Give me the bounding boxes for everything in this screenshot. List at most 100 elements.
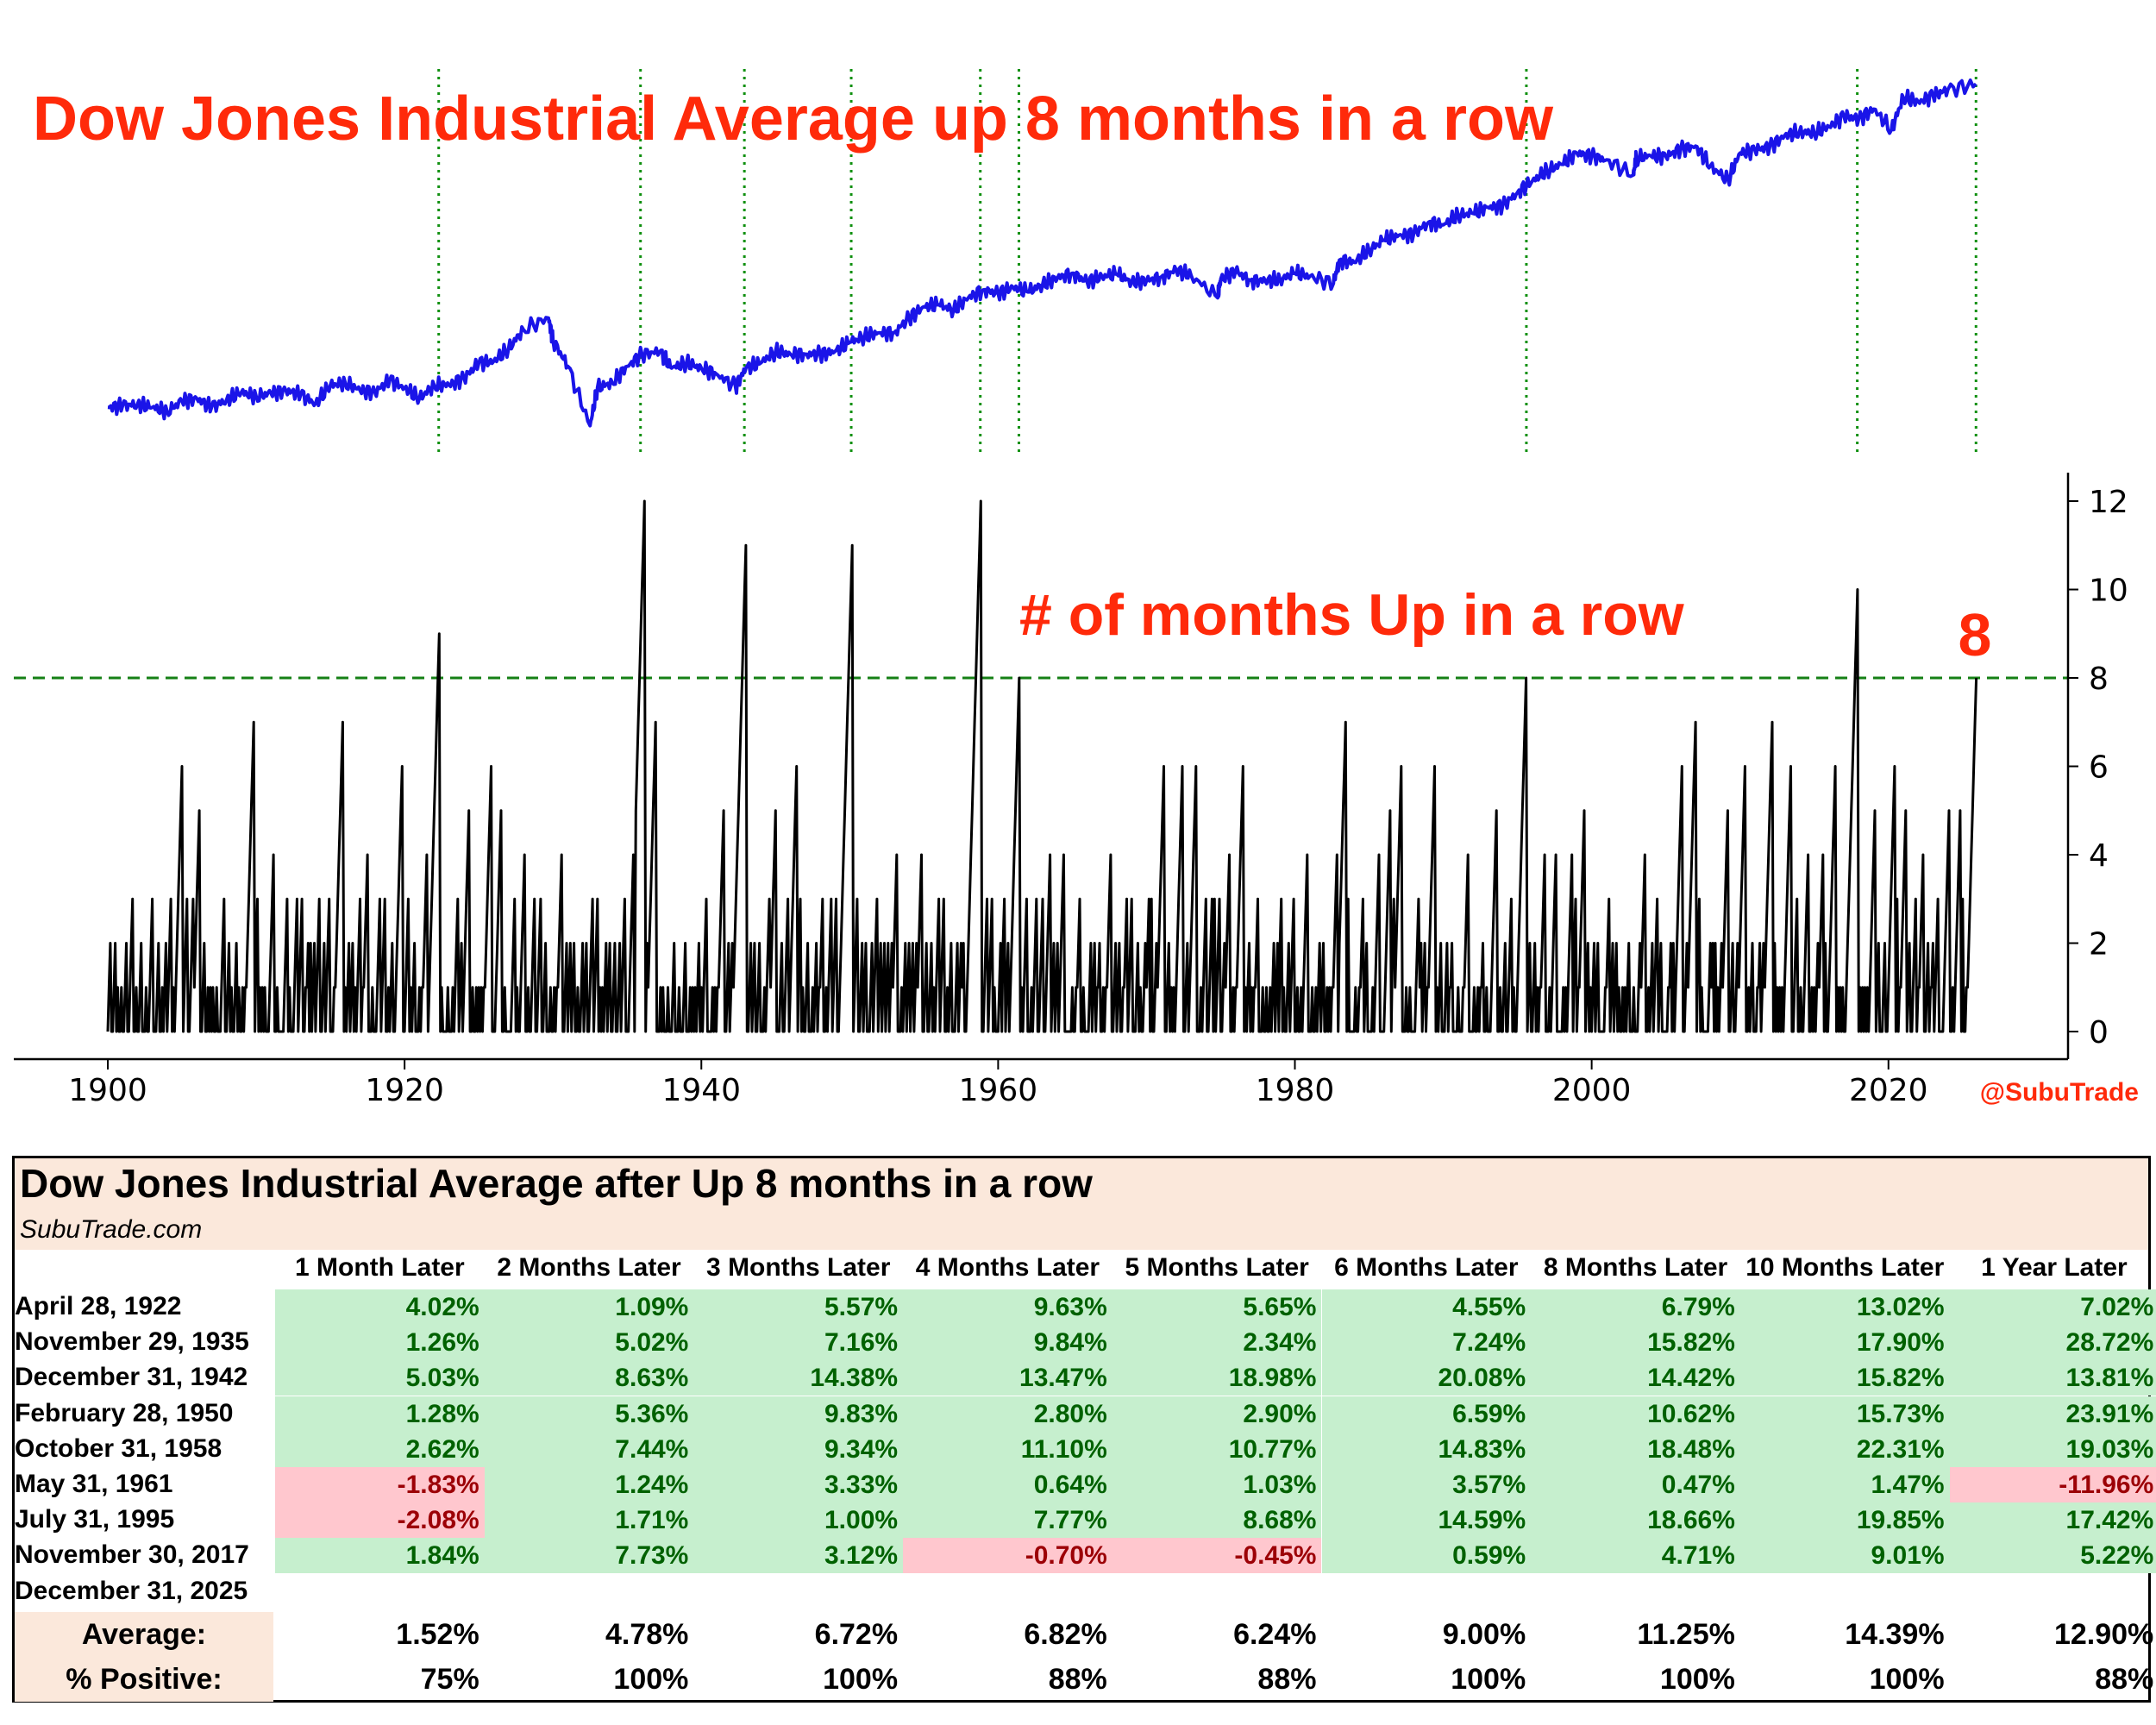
summary-cell-0-2: 6.72% (814, 1618, 899, 1651)
row-date-0: April 28, 1922 (15, 1292, 182, 1320)
row-date-7: November 30, 2017 (15, 1540, 249, 1570)
col-header-5: 6 Months Later (1334, 1253, 1519, 1282)
cell-1-1: 5.02% (484, 1325, 694, 1361)
cell-6-2: 1.00% (693, 1502, 904, 1539)
y-tick-label-0: 0 (2089, 1015, 2109, 1051)
cell-6-1: 1.71% (484, 1502, 694, 1539)
summary-cell-0-6: 11.25% (1637, 1618, 1735, 1651)
summary-cell-0-7: 14.39% (1845, 1618, 1945, 1651)
summary-cell-1-7: 100% (1869, 1663, 1945, 1696)
cell-7-6: 4.71% (1531, 1538, 1740, 1574)
y-tick-label-2: 2 (2089, 927, 2109, 963)
cell-3-8: 23.91% (1949, 1396, 2156, 1432)
cell-2-7: 15.82% (1739, 1360, 1950, 1396)
djia-price-line (107, 78, 1977, 428)
row-date-8: December 31, 2025 (15, 1576, 248, 1605)
summary-cell-0-0: 1.52% (396, 1618, 479, 1651)
cell-6-4: 8.68% (1112, 1502, 1322, 1539)
row-date-6: July 31, 1995 (15, 1505, 175, 1534)
x-tick-label-1960: 1960 (959, 1073, 1038, 1108)
cell-0-1: 1.09% (484, 1289, 694, 1325)
cell-4-3: 11.10% (903, 1431, 1112, 1467)
cell-0-6: 6.79% (1531, 1289, 1740, 1325)
cell-5-4: 1.03% (1112, 1467, 1322, 1502)
summary-cell-0-4: 6.24% (1233, 1618, 1317, 1651)
cell-1-7: 17.90% (1739, 1325, 1950, 1361)
col-header-3: 4 Months Later (915, 1253, 1100, 1282)
cell-6-6: 18.66% (1531, 1502, 1740, 1539)
summary-label-1: % Positive: (15, 1657, 273, 1702)
cell-2-3: 13.47% (903, 1360, 1112, 1396)
summary-cell-0-5: 9.00% (1442, 1618, 1526, 1651)
cell-3-0: 1.28% (275, 1396, 485, 1432)
cell-6-3: 7.77% (903, 1502, 1112, 1539)
cell-6-0: -2.08% (275, 1502, 485, 1539)
cell-5-7: 1.47% (1739, 1467, 1950, 1502)
cell-1-4: 2.34% (1112, 1325, 1322, 1361)
summary-cell-1-2: 100% (823, 1663, 899, 1696)
x-axis-ticks: 1900 1920 1940 1960 1980 2000 2020 (68, 1059, 1928, 1108)
x-tick-label-1900: 1900 (68, 1073, 147, 1108)
table-title: Dow Jones Industrial Average after Up 8 … (20, 1161, 1093, 1206)
cell-7-8: 5.22% (1949, 1538, 2156, 1574)
cell-6-5: 14.59% (1321, 1502, 1532, 1539)
cell-1-6: 15.82% (1531, 1325, 1740, 1361)
cell-4-2: 9.34% (693, 1431, 904, 1467)
cell-5-8: -11.96% (1949, 1467, 2156, 1502)
cell-2-2: 14.38% (693, 1360, 904, 1396)
cell-1-0: 1.26% (275, 1325, 485, 1361)
row-date-4: October 31, 1958 (15, 1433, 222, 1463)
y-tick-label-6: 6 (2089, 750, 2109, 786)
summary-cell-1-6: 100% (1659, 1663, 1735, 1696)
summary-cell-1-1: 100% (613, 1663, 689, 1696)
table-subtitle: SubuTrade.com (20, 1215, 203, 1244)
summary-label-0: Average: (15, 1612, 273, 1657)
row-date-3: February 28, 1950 (15, 1398, 234, 1427)
x-tick-label-2000: 2000 (1552, 1073, 1632, 1108)
summary-cell-1-4: 88% (1257, 1663, 1317, 1696)
x-tick-label-2020: 2020 (1849, 1073, 1928, 1108)
x-tick-label-1920: 1920 (365, 1073, 444, 1108)
summary-cell-1-8: 88% (2095, 1663, 2154, 1696)
cell-7-3: -0.70% (903, 1538, 1112, 1574)
cell-3-3: 2.80% (903, 1396, 1112, 1432)
col-header-8: 1 Year Later (1981, 1253, 2128, 1282)
cell-6-7: 19.85% (1739, 1502, 1950, 1539)
cell-0-7: 13.02% (1739, 1289, 1950, 1325)
cell-4-6: 18.48% (1531, 1431, 1740, 1467)
cell-2-0: 5.03% (275, 1360, 485, 1396)
cell-1-3: 9.84% (903, 1325, 1112, 1361)
cell-5-0: -1.83% (275, 1467, 485, 1502)
cell-4-4: 10.77% (1112, 1431, 1322, 1467)
y-axis-ticks: 0 2 4 6 8 10 12 (2068, 485, 2128, 1051)
row-date-5: May 31, 1961 (15, 1470, 173, 1498)
streak-count-line (106, 499, 1978, 1033)
price-chart-title: Dow Jones Industrial Average up 8 months… (33, 85, 1554, 154)
cell-0-2: 5.57% (693, 1289, 904, 1325)
twitter-handle: @SubuTrade (1980, 1078, 2139, 1107)
col-header-4: 5 Months Later (1125, 1253, 1309, 1282)
streak-chart (14, 499, 2068, 1033)
cell-0-8: 7.02% (1949, 1289, 2156, 1325)
x-tick-label-1980: 1980 (1256, 1073, 1335, 1108)
col-header-2: 3 Months Later (706, 1253, 891, 1282)
cell-2-6: 14.42% (1531, 1360, 1740, 1396)
cell-5-1: 1.24% (484, 1467, 694, 1502)
summary-cell-0-8: 12.90% (2053, 1618, 2154, 1651)
cell-4-0: 2.62% (275, 1431, 485, 1467)
row-date-1: November 29, 1935 (15, 1327, 249, 1357)
y-tick-label-10: 10 (2089, 574, 2128, 609)
table-header-band: Dow Jones Industrial Average after Up 8 … (15, 1158, 2148, 1250)
cell-7-2: 3.12% (693, 1538, 904, 1574)
cell-5-2: 3.33% (693, 1467, 904, 1502)
cell-4-5: 14.83% (1321, 1431, 1532, 1467)
cell-3-5: 6.59% (1321, 1396, 1532, 1432)
cell-1-5: 7.24% (1321, 1325, 1532, 1361)
cell-3-7: 15.73% (1739, 1396, 1950, 1432)
cell-2-1: 8.63% (484, 1360, 694, 1396)
signal-vertical-lines (437, 69, 1977, 452)
cell-7-1: 7.73% (484, 1538, 694, 1574)
col-header-6: 8 Months Later (1543, 1253, 1728, 1282)
charts-area: Dow Jones Industrial Average up 8 months… (14, 69, 2139, 1108)
cell-5-5: 3.57% (1321, 1467, 1532, 1502)
